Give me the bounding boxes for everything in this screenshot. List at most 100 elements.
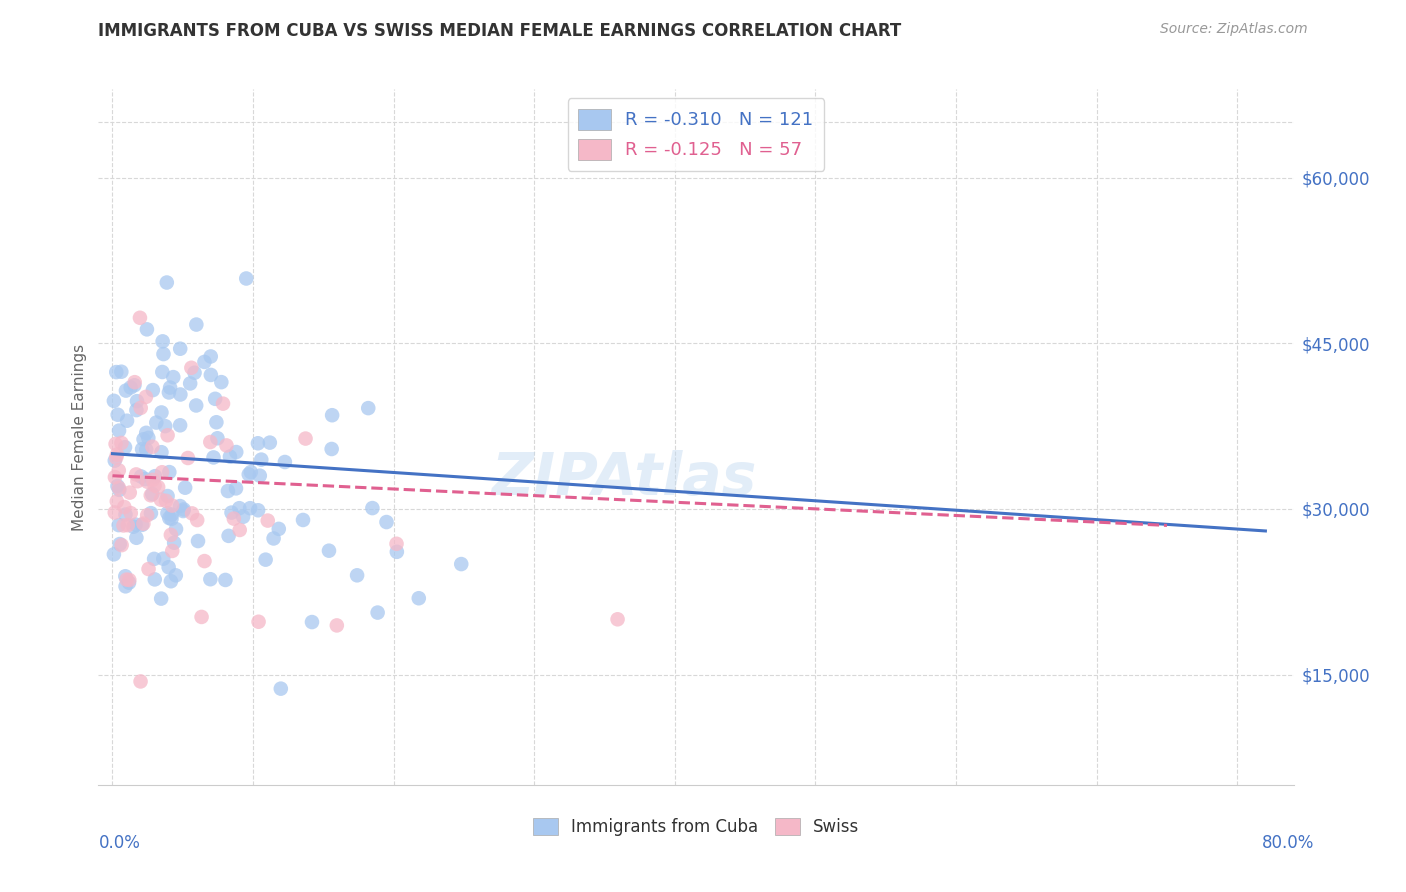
Point	[155, 493, 177, 508]
Point	[157, 560, 180, 574]
Point	[104, 470, 127, 484]
Point	[107, 408, 129, 422]
Point	[200, 435, 222, 450]
Point	[165, 522, 187, 536]
Point	[221, 506, 243, 520]
Point	[160, 499, 183, 513]
Point	[135, 322, 157, 336]
Point	[142, 473, 165, 487]
Point	[179, 376, 201, 391]
Point	[108, 424, 131, 438]
Point	[122, 519, 145, 533]
Point	[204, 392, 226, 406]
Point	[321, 408, 343, 422]
Point	[225, 481, 247, 495]
Point	[163, 535, 186, 549]
Point	[114, 569, 136, 583]
Point	[134, 472, 156, 486]
Point	[270, 681, 292, 696]
Point	[136, 475, 159, 489]
Point	[152, 347, 174, 361]
Point	[152, 334, 174, 349]
Point	[174, 481, 197, 495]
Point	[239, 465, 262, 479]
Point	[160, 512, 183, 526]
Point	[212, 397, 235, 411]
Point	[136, 431, 159, 445]
Point	[247, 615, 270, 629]
Point	[209, 375, 232, 389]
Point	[114, 440, 136, 454]
Point	[155, 419, 177, 434]
Point	[169, 342, 191, 356]
Point	[143, 478, 166, 492]
Point	[318, 543, 340, 558]
Point	[254, 552, 277, 566]
Text: 0.0%: 0.0%	[98, 834, 141, 852]
Point	[150, 405, 173, 419]
Point	[193, 355, 215, 369]
Point	[150, 465, 173, 479]
Point	[103, 393, 125, 408]
Point	[217, 483, 239, 498]
Point	[375, 515, 398, 529]
Point	[107, 479, 129, 493]
Point	[267, 522, 290, 536]
Point	[112, 500, 135, 514]
Point	[169, 499, 191, 513]
Point	[129, 401, 152, 415]
Point	[200, 572, 222, 586]
Point	[160, 528, 183, 542]
Text: Source: ZipAtlas.com: Source: ZipAtlas.com	[1160, 22, 1308, 37]
Point	[138, 562, 160, 576]
Point	[125, 531, 148, 545]
Point	[105, 494, 128, 508]
Point	[215, 438, 238, 452]
Point	[156, 276, 179, 290]
Point	[104, 453, 127, 467]
Point	[214, 573, 236, 587]
Point	[120, 380, 142, 394]
Point	[150, 365, 173, 379]
Point	[111, 538, 134, 552]
Point	[156, 506, 179, 520]
Point	[156, 428, 179, 442]
Point	[107, 518, 129, 533]
Point	[157, 511, 180, 525]
Point	[115, 573, 138, 587]
Point	[105, 448, 128, 462]
Point	[346, 568, 368, 582]
Text: 80.0%: 80.0%	[1263, 834, 1315, 852]
Point	[173, 502, 195, 516]
Point	[177, 450, 200, 465]
Point	[150, 591, 173, 606]
Point	[321, 442, 343, 456]
Point	[124, 375, 146, 389]
Point	[229, 523, 252, 537]
Point	[367, 606, 389, 620]
Point	[169, 387, 191, 401]
Point	[219, 450, 242, 464]
Point	[385, 545, 408, 559]
Point	[131, 517, 153, 532]
Point	[124, 378, 146, 392]
Point	[169, 418, 191, 433]
Point	[239, 501, 262, 516]
Point	[222, 511, 245, 525]
Point	[165, 568, 187, 582]
Point	[131, 442, 153, 457]
Legend: Immigrants from Cuba, Swiss: Immigrants from Cuba, Swiss	[526, 811, 866, 843]
Point	[141, 440, 163, 454]
Point	[115, 414, 138, 428]
Point	[105, 365, 128, 379]
Point	[228, 501, 250, 516]
Point	[274, 455, 297, 469]
Point	[135, 390, 157, 404]
Point	[326, 618, 349, 632]
Point	[110, 365, 132, 379]
Point	[118, 575, 141, 590]
Point	[256, 514, 278, 528]
Point	[172, 504, 194, 518]
Point	[247, 503, 270, 517]
Point	[157, 465, 180, 479]
